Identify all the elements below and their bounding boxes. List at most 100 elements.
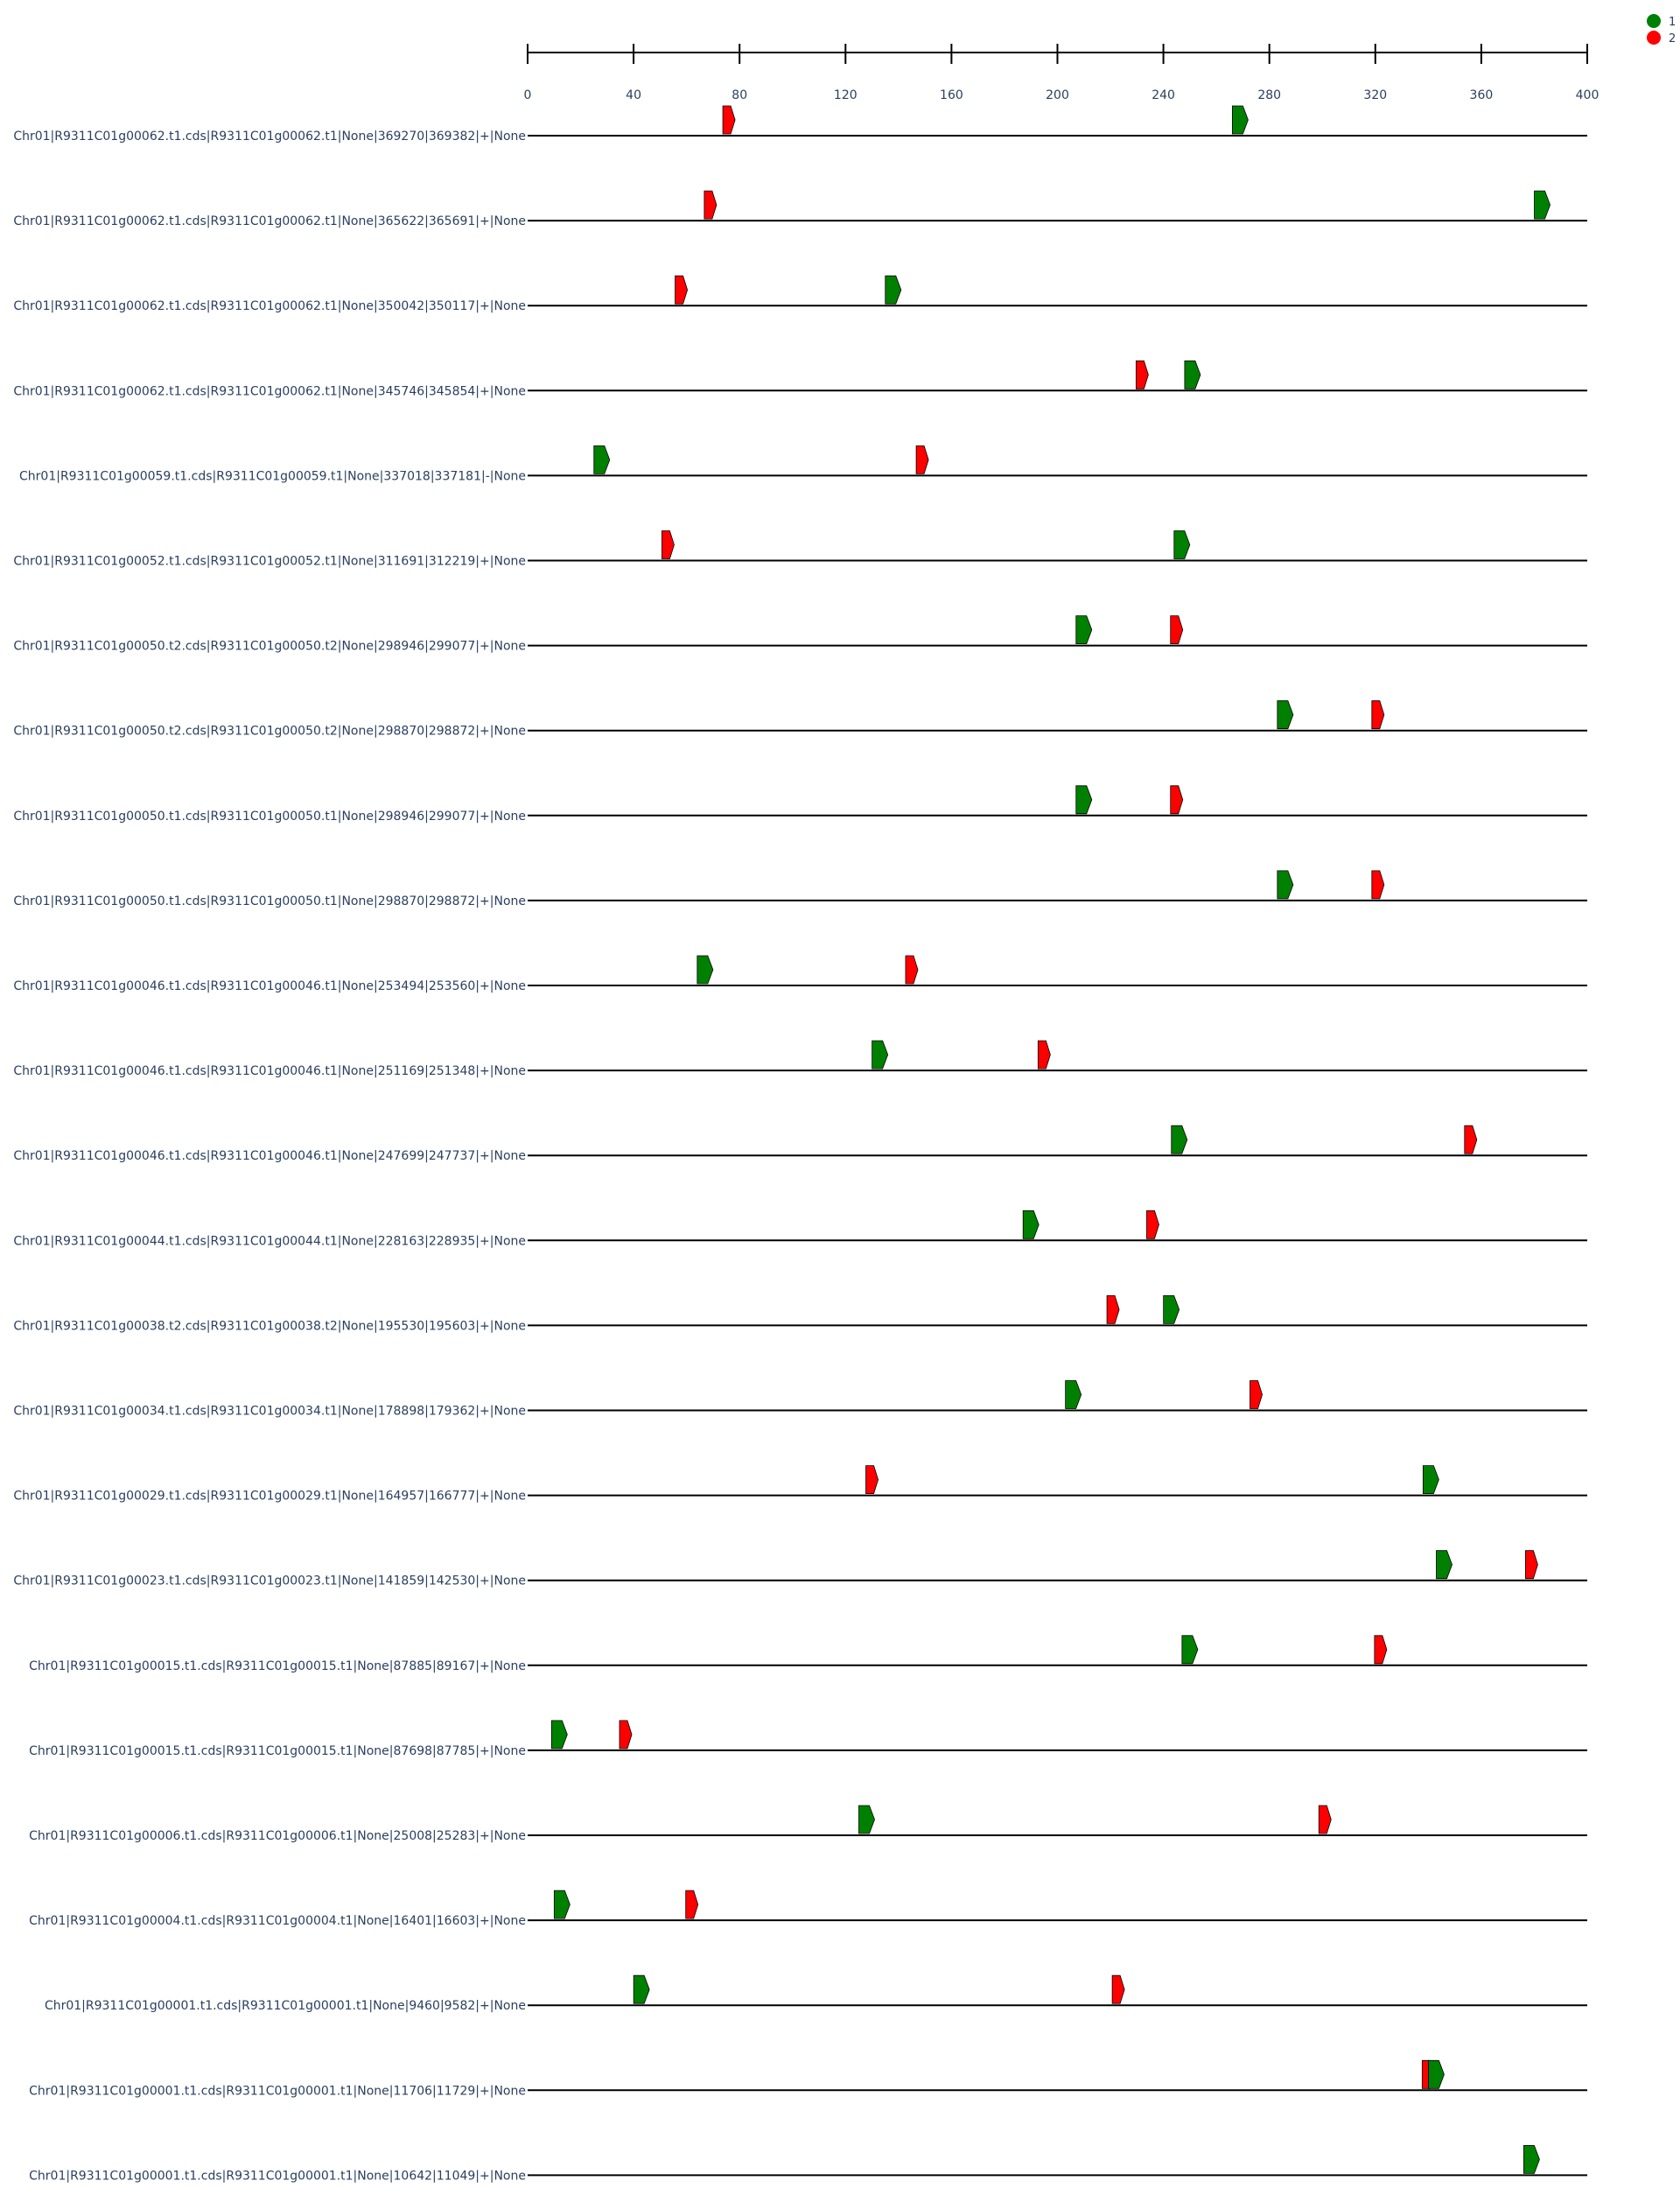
sequence-row: Chr01|R9311C01g00015.t1.cds|R9311C01g000… (29, 1635, 1587, 1673)
sequence-row: Chr01|R9311C01g00046.t1.cds|R9311C01g000… (13, 1040, 1587, 1078)
motif-1-marker[interactable] (1065, 1380, 1082, 1409)
motif-2-marker[interactable] (865, 1465, 878, 1494)
x-tick-label: 320 (1363, 88, 1387, 102)
sequence-row: Chr01|R9311C01g00038.t2.cds|R9311C01g000… (13, 1295, 1587, 1333)
x-tick-label: 40 (626, 88, 641, 102)
motif-2-marker[interactable] (1371, 700, 1385, 730)
motif-2-marker[interactable] (685, 1890, 699, 1919)
legend-label-2[interactable]: 2 (1669, 32, 1676, 46)
sequence-row: Chr01|R9311C01g00004.t1.cds|R9311C01g000… (29, 1890, 1587, 1928)
motif-2-marker[interactable] (905, 955, 919, 985)
legend-label-1[interactable]: 1 (1669, 16, 1676, 29)
motif-2-marker[interactable] (1318, 1805, 1332, 1834)
row-label: Chr01|R9311C01g00015.t1.cds|R9311C01g000… (29, 1659, 526, 1673)
row-label: Chr01|R9311C01g00062.t1.cds|R9311C01g000… (13, 130, 526, 144)
row-label: Chr01|R9311C01g00046.t1.cds|R9311C01g000… (13, 1064, 526, 1078)
sequence-row: Chr01|R9311C01g00046.t1.cds|R9311C01g000… (13, 955, 1587, 993)
motif-2-marker[interactable] (1525, 1550, 1538, 1580)
sequence-row: Chr01|R9311C01g00023.t1.cds|R9311C01g000… (13, 1550, 1587, 1588)
motif-1-marker[interactable] (696, 955, 714, 985)
motif-2-marker[interactable] (1371, 870, 1385, 900)
row-label: Chr01|R9311C01g00062.t1.cds|R9311C01g000… (13, 299, 526, 313)
motif-2-marker[interactable] (1135, 360, 1149, 389)
motif-1-marker[interactable] (633, 1974, 650, 2004)
motif-2-marker[interactable] (704, 190, 718, 220)
motif-1-marker[interactable] (1022, 1210, 1040, 1239)
motif-2-marker[interactable] (1374, 1635, 1388, 1665)
motif-2-marker[interactable] (1146, 1210, 1159, 1239)
x-tick-label: 360 (1470, 88, 1494, 102)
row-label: Chr01|R9311C01g00062.t1.cds|R9311C01g000… (13, 214, 526, 228)
motif-1-marker[interactable] (1173, 530, 1191, 559)
row-label: Chr01|R9311C01g00050.t2.cds|R9311C01g000… (13, 640, 526, 654)
legend[interactable]: 12 (1647, 14, 1676, 46)
motif-1-marker[interactable] (1534, 190, 1550, 220)
sequence-row: Chr01|R9311C01g00062.t1.cds|R9311C01g000… (13, 360, 1587, 398)
x-tick-label: 120 (834, 88, 858, 102)
motif-2-marker[interactable] (1170, 615, 1184, 644)
motif-1-marker[interactable] (1163, 1295, 1180, 1324)
motif-1-marker[interactable] (593, 445, 611, 474)
row-label: Chr01|R9311C01g00059.t1.cds|R9311C01g000… (19, 469, 526, 483)
sequence-row: Chr01|R9311C01g00052.t1.cds|R9311C01g000… (13, 530, 1587, 569)
x-axis: 0 40 80 120 160 200 240 280 320 360 400 (524, 44, 1600, 102)
motif-1-marker[interactable] (1523, 2144, 1540, 2174)
motif-1-marker[interactable] (885, 275, 902, 305)
row-label: Chr01|R9311C01g00062.t1.cds|R9311C01g000… (13, 384, 526, 398)
row-label: Chr01|R9311C01g00001.t1.cds|R9311C01g000… (45, 1999, 526, 2013)
row-label: Chr01|R9311C01g00046.t1.cds|R9311C01g000… (13, 1149, 526, 1163)
sequence-row: Chr01|R9311C01g00029.t1.cds|R9311C01g000… (13, 1465, 1587, 1504)
x-tick-label: 0 (524, 88, 532, 102)
sequence-row: Chr01|R9311C01g00050.t2.cds|R9311C01g000… (13, 615, 1587, 654)
sequence-row: Chr01|R9311C01g00001.t1.cds|R9311C01g000… (29, 2059, 1587, 2098)
motif-2-marker[interactable] (1111, 1974, 1125, 2004)
motif-1-marker[interactable] (1075, 785, 1093, 815)
row-label: Chr01|R9311C01g00034.t1.cds|R9311C01g000… (13, 1405, 526, 1419)
motif-2-marker[interactable] (619, 1720, 633, 1750)
motif-1-marker[interactable] (553, 1890, 570, 1919)
sequence-row: Chr01|R9311C01g00050.t1.cds|R9311C01g000… (13, 870, 1587, 908)
row-label: Chr01|R9311C01g00015.t1.cds|R9311C01g000… (29, 1744, 526, 1758)
motif-1-marker[interactable] (1277, 700, 1294, 730)
motif-2-marker[interactable] (1464, 1125, 1478, 1154)
motif-1-marker[interactable] (1171, 1125, 1188, 1154)
motif-1-marker[interactable] (1075, 615, 1093, 644)
motif-2-marker[interactable] (915, 445, 929, 474)
motif-1-marker[interactable] (1422, 1465, 1439, 1494)
sequence-row: Chr01|R9311C01g00034.t1.cds|R9311C01g000… (13, 1380, 1587, 1419)
motif-2-marker[interactable] (662, 530, 675, 559)
motif-2-marker[interactable] (1037, 1040, 1051, 1069)
motif-1-marker[interactable] (1277, 870, 1294, 900)
motif-1-marker[interactable] (550, 1720, 568, 1750)
motif-1-marker[interactable] (1231, 105, 1249, 135)
sequence-row: Chr01|R9311C01g00050.t1.cds|R9311C01g000… (13, 785, 1587, 824)
x-tick-label: 400 (1576, 88, 1600, 102)
x-tick-label: 80 (732, 88, 747, 102)
row-label: Chr01|R9311C01g00052.t1.cds|R9311C01g000… (13, 555, 526, 569)
sequence-row: Chr01|R9311C01g00062.t1.cds|R9311C01g000… (13, 275, 1587, 313)
legend-swatch-1[interactable] (1647, 14, 1661, 28)
motif-1-marker[interactable] (872, 1040, 889, 1069)
sequence-row: Chr01|R9311C01g00062.t1.cds|R9311C01g000… (13, 190, 1587, 228)
motif-1-marker[interactable] (1436, 1550, 1452, 1580)
motif-1-marker[interactable] (858, 1805, 875, 1834)
row-label: Chr01|R9311C01g00050.t1.cds|R9311C01g000… (13, 894, 526, 908)
row-label: Chr01|R9311C01g00038.t2.cds|R9311C01g000… (13, 1319, 526, 1333)
motif-2-marker[interactable] (675, 275, 689, 305)
motif-2-marker[interactable] (722, 105, 736, 135)
motif-1-marker[interactable] (1181, 1635, 1199, 1665)
row-label: Chr01|R9311C01g00006.t1.cds|R9311C01g000… (29, 1829, 526, 1843)
sequence-row: Chr01|R9311C01g00006.t1.cds|R9311C01g000… (29, 1805, 1587, 1843)
motif-1-marker[interactable] (1184, 360, 1201, 389)
row-label: Chr01|R9311C01g00023.t1.cds|R9311C01g000… (13, 1574, 526, 1588)
sequence-row: Chr01|R9311C01g00050.t2.cds|R9311C01g000… (13, 700, 1587, 739)
motif-2-marker[interactable] (1170, 785, 1184, 815)
motif-2-marker[interactable] (1106, 1295, 1120, 1324)
row-label: Chr01|R9311C01g00050.t2.cds|R9311C01g000… (13, 725, 526, 739)
row-label: Chr01|R9311C01g00001.t1.cds|R9311C01g000… (29, 2084, 526, 2098)
motif-2-marker[interactable] (1250, 1380, 1263, 1409)
motif-1-marker[interactable] (1428, 2059, 1445, 2089)
sequence-row: Chr01|R9311C01g00044.t1.cds|R9311C01g000… (13, 1210, 1587, 1248)
legend-swatch-2[interactable] (1647, 31, 1661, 45)
